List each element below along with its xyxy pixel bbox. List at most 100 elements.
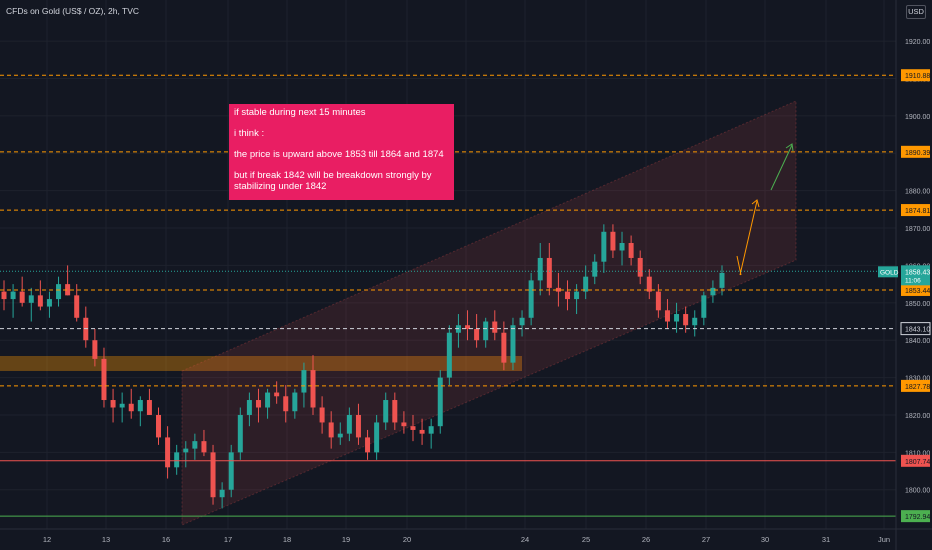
candle-body [246, 400, 252, 415]
y-tick-label: 1850.00 [905, 301, 930, 308]
chart-title: CFDs on Gold (US$ / OZ), 2h, TVC [6, 6, 140, 16]
candle-body [710, 287, 716, 296]
candle-body [10, 291, 16, 300]
candle-body [274, 392, 280, 397]
candle-body [255, 400, 261, 408]
candle-body [683, 314, 689, 326]
price-level-label: 1792.94 [905, 514, 930, 521]
candle-body [537, 257, 543, 281]
candle-body [265, 392, 271, 408]
candle-body [46, 299, 52, 307]
price-level-tag [901, 379, 930, 392]
price-level-tag [901, 204, 930, 217]
annotation-line: i think : [234, 128, 265, 139]
candle-body [219, 489, 225, 498]
candle-body [501, 332, 507, 363]
price-level-tag [901, 283, 930, 296]
candle-body [183, 448, 189, 453]
x-tick-label: 20 [403, 535, 411, 544]
candle-body [292, 392, 298, 412]
candle-body [365, 437, 371, 453]
y-tick-label: 1870.00 [905, 226, 930, 233]
price-level-label: 1910.88 [905, 73, 930, 80]
projection-arrow-green [770, 144, 793, 191]
candle-body [392, 400, 398, 423]
y-tick-label: 1920.00 [905, 39, 930, 46]
candle-body [110, 400, 116, 408]
x-tick-label: 12 [43, 535, 51, 544]
candle-body [228, 452, 234, 490]
projection-arrow-orange [739, 200, 758, 276]
symbol-label: GOLD [880, 269, 899, 276]
candle-body [692, 317, 698, 326]
candle-body [383, 400, 389, 423]
currency-button[interactable]: USD [906, 5, 926, 19]
price-level-label: 1874.81 [905, 208, 930, 215]
candle-body [210, 452, 216, 498]
candle-body [328, 422, 334, 438]
x-tick-label: 18 [283, 535, 291, 544]
candle-body [337, 433, 343, 438]
annotation-line: but if break 1842 will be breakdown stro… [234, 170, 432, 192]
candle-body [74, 295, 80, 318]
candle-body [510, 325, 516, 363]
candle-body [165, 437, 171, 468]
countdown-label: 11:06 [905, 277, 921, 284]
y-tick-label: 1900.00 [905, 114, 930, 121]
candle-body [465, 325, 471, 329]
candle-body [555, 287, 561, 292]
candle-body [474, 328, 480, 341]
x-tick-label: 13 [102, 535, 110, 544]
candle-body [56, 284, 62, 300]
candle-body [346, 414, 352, 434]
annotation-line: the price is upward above 1853 till 1864… [234, 149, 444, 160]
y-tick-label: 1820.00 [905, 413, 930, 420]
arrowhead-orange [751, 199, 760, 208]
candle-body [610, 231, 616, 251]
y-tick-label: 1800.00 [905, 488, 930, 495]
price-level-label: 1890.39 [905, 150, 930, 157]
candle-body [655, 291, 661, 311]
price-level-tag [900, 322, 931, 336]
candle-body [174, 452, 180, 468]
candle-body [674, 314, 680, 322]
x-tick-label: 30 [761, 535, 769, 544]
candle-body [410, 426, 416, 430]
candle-body [401, 422, 407, 427]
candle-body [146, 400, 152, 415]
current-price-tag [901, 265, 930, 286]
x-tick-label: 26 [642, 535, 650, 544]
candle-body [601, 231, 607, 262]
x-tick-label: 16 [162, 535, 170, 544]
candle-body [37, 295, 43, 307]
arrowhead-green [785, 143, 794, 152]
annotation-line: if stable during next 15 minutes [234, 107, 366, 118]
x-tick-label: 25 [582, 535, 590, 544]
candle-body [119, 403, 125, 408]
candle-body [192, 441, 198, 449]
current-price-label: 1858.43 [905, 269, 930, 276]
candle-body [546, 257, 552, 288]
candle-body [519, 317, 525, 326]
candle-body [92, 340, 98, 359]
candle-body [528, 280, 534, 318]
x-tick-label: 19 [342, 535, 350, 544]
candle-body [419, 429, 425, 434]
candle-body [701, 295, 707, 318]
price-level-tag [901, 69, 930, 82]
price-level-label: 1807.74 [905, 459, 930, 466]
y-tick-label: 1810.00 [905, 450, 930, 457]
candle-body [65, 284, 71, 296]
candle-body [128, 403, 134, 412]
candle-body [28, 295, 34, 303]
price-level-tag [901, 454, 930, 467]
candle-body [301, 370, 307, 393]
annotation-note[interactable]: if stable during next 15 minutes i think… [229, 104, 454, 200]
candle-body [646, 276, 652, 292]
candle-body [237, 414, 243, 453]
candle-body [483, 321, 489, 341]
y-tick-label: 1840.00 [905, 338, 930, 345]
price-level-label: 1827.78 [905, 384, 930, 391]
candle-body [19, 291, 25, 303]
